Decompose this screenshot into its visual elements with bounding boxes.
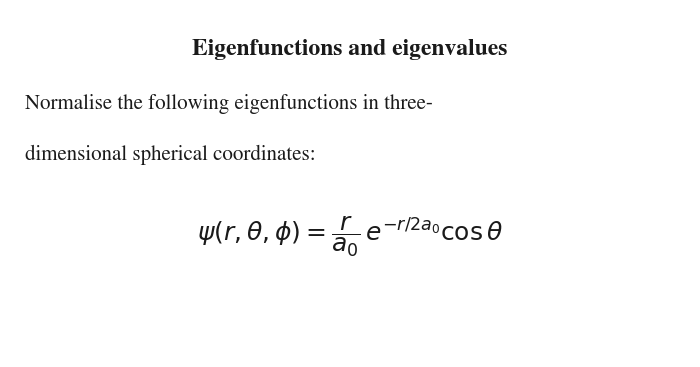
Text: Normalise the following eigenfunctions in three-: Normalise the following eigenfunctions i… <box>25 94 433 113</box>
Text: Eigenfunctions and eigenvalues: Eigenfunctions and eigenvalues <box>193 39 508 59</box>
Text: $\psi(r,\theta,\phi) = \dfrac{r}{a_0}\,e^{-r/2a_0}\cos\theta$: $\psi(r,\theta,\phi) = \dfrac{r}{a_0}\,e… <box>197 215 503 259</box>
Text: dimensional spherical coordinates:: dimensional spherical coordinates: <box>25 145 315 165</box>
